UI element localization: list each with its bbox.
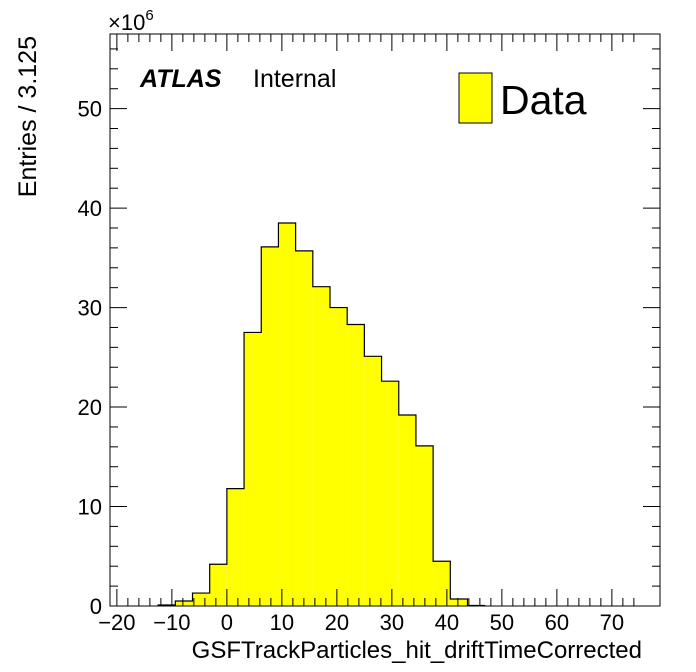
histogram-outline xyxy=(157,222,486,607)
y-tick-label: 20 xyxy=(78,395,102,420)
internal-label: Internal xyxy=(253,65,336,93)
histogram-bar xyxy=(398,415,416,606)
histogram-bar xyxy=(364,356,382,606)
x-tick-label: −10 xyxy=(153,610,190,635)
x-tick-label: 50 xyxy=(490,610,514,635)
y-tick-label: 50 xyxy=(78,97,102,122)
histogram-bar xyxy=(278,223,296,606)
histogram-bar xyxy=(192,593,210,606)
histogram-bar xyxy=(415,445,434,606)
plot-frame xyxy=(109,33,661,607)
histogram-bar xyxy=(226,488,245,606)
y-tick-label: 40 xyxy=(78,196,102,221)
histogram-bar xyxy=(381,381,399,606)
histogram-bar xyxy=(450,599,468,606)
y-multiplier-base: ×10 xyxy=(108,10,145,35)
histogram-bar xyxy=(209,564,227,606)
x-tick-label: 0 xyxy=(221,610,233,635)
histogram-bar xyxy=(261,246,279,606)
x-tick-label: 30 xyxy=(380,610,404,635)
histogram-bar xyxy=(312,286,330,606)
legend-swatch xyxy=(458,72,493,124)
histogram-bar xyxy=(295,250,313,606)
x-tick-label: 40 xyxy=(435,610,459,635)
atlas-label: ATLAS xyxy=(139,65,222,93)
y-axis-title: Entries / 3.125 xyxy=(14,36,42,197)
x-tick-label: 20 xyxy=(325,610,349,635)
y-tick-label: 10 xyxy=(78,495,102,520)
x-axis-title: GSFTrackParticles_hit_driftTimeCorrected xyxy=(192,637,642,664)
x-tick-label: 70 xyxy=(600,610,624,635)
histogram-bar xyxy=(330,307,348,606)
y-tick-label: 0 xyxy=(90,594,102,619)
histogram-bar xyxy=(175,601,193,606)
x-tick-labels: −20 −10 0 10 20 30 40 50 60 70 xyxy=(98,610,624,635)
x-tick-label: 10 xyxy=(270,610,294,635)
y-tick-label: 30 xyxy=(78,296,102,321)
histogram-step-line xyxy=(157,222,486,607)
histogram-bars xyxy=(158,223,485,606)
legend-label: Data xyxy=(500,77,587,123)
y-multiplier: ×106 xyxy=(108,7,154,35)
y-multiplier-exponent: 6 xyxy=(145,7,153,24)
x-tick-label: 60 xyxy=(545,610,569,635)
histogram-bar xyxy=(244,332,262,606)
x-tick-label: −20 xyxy=(98,610,135,635)
histogram-bar xyxy=(433,561,451,606)
histogram-bar xyxy=(347,324,365,606)
y-tick-labels: 0 10 20 30 40 50 xyxy=(78,97,102,619)
axis-ticks xyxy=(110,34,660,607)
